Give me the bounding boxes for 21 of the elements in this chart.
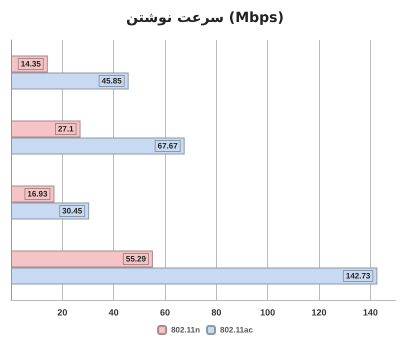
data-label: 67.67 — [158, 142, 178, 150]
legend-label: 802.11ac — [220, 326, 254, 334]
legend-label: 802.11n — [171, 326, 200, 334]
x-tick-label: 20 — [57, 308, 68, 318]
x-tick-label: 40 — [108, 308, 119, 318]
data-label: 45.85 — [102, 76, 122, 86]
bar — [11, 268, 378, 284]
bar — [11, 138, 185, 154]
data-label: 14.35 — [20, 60, 42, 68]
data-label: 16.93 — [27, 190, 48, 198]
data-label: 142.73 — [346, 272, 371, 280]
data-label: 27.1 — [58, 124, 74, 134]
x-tick-label: 60 — [160, 308, 170, 318]
bar — [11, 250, 153, 268]
x-tick-label: 80 — [211, 308, 222, 318]
chart-title: سرعت نوشتن (Mbps) — [126, 10, 284, 26]
x-tick-label: 120 — [311, 308, 327, 318]
data-label: 55.29 — [126, 254, 146, 264]
x-tick-label: 100 — [260, 308, 276, 318]
x-tick-label: 140 — [362, 308, 378, 318]
data-label: 30.45 — [62, 206, 83, 216]
